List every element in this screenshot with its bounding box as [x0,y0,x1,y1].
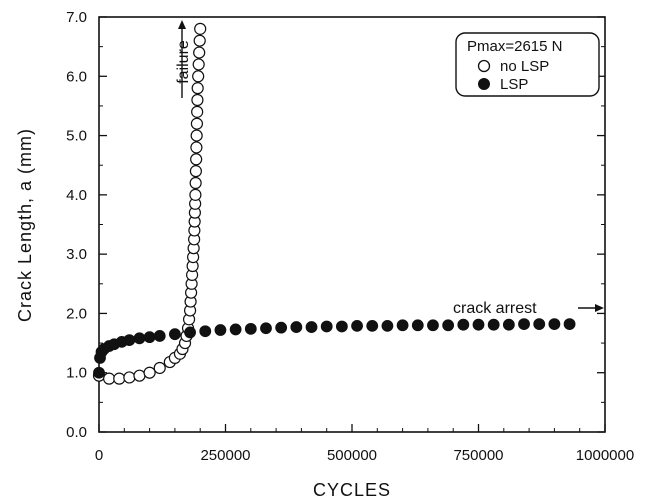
x-tick-label: 0 [95,447,103,464]
lsp-point [168,328,181,341]
y-tick-label: 0.0 [66,424,87,441]
no-lsp-point [191,105,204,118]
lsp-point [275,321,288,334]
legend: Pmax=2615 N no LSP LSP [455,32,600,97]
y-tick-label: 1.0 [66,365,87,382]
y-tick-label: 6.0 [66,68,87,85]
y-tick-label: 3.0 [66,246,87,263]
lsp-point [214,324,227,336]
no-lsp-point [190,153,203,166]
no-lsp-point [113,372,126,385]
failure-arrow-head [178,20,186,29]
failure-annotation: failure [175,20,192,98]
no-lsp-point [190,141,203,154]
no-lsp-point [133,369,146,382]
legend-box [455,32,600,97]
lsp-point [260,322,272,335]
no-lsp-point [143,366,156,379]
lsp-point [396,319,409,332]
lsp-point [153,330,166,342]
no-lsp-point [103,372,116,385]
legend-filled-circle-marker [478,78,490,90]
failure-label: failure [175,40,192,84]
no-lsp-point [191,82,204,95]
no-lsp-point [192,58,205,71]
lsp-point [366,319,379,332]
no-lsp-point [191,93,204,107]
y-tick-label: 5.0 [66,128,87,145]
lsp-point [143,331,156,344]
lsp-point [244,322,257,335]
no-lsp-point [189,165,202,178]
crack-arrest-label: crack arrest [453,300,537,317]
no-lsp-point [193,46,206,59]
no-lsp-point [192,70,205,83]
x-tick-label: 250000 [200,447,250,464]
lsp-point [93,366,105,379]
lsp-point [229,323,242,336]
lsp-point [548,318,561,331]
lsp-point [472,318,485,331]
lsp-point [427,319,439,332]
crack-arrest-annotation: crack arrest [453,300,604,317]
crack-arrest-arrow-head [595,304,604,312]
lsp-point [123,334,136,347]
no-lsp-point [123,371,136,384]
x-axis-title: CYCLES [313,480,391,500]
no-lsp-point [194,22,207,35]
legend-lsp-label: LSP [500,76,528,93]
lsp-point [184,326,196,339]
series-no-lsp [92,22,207,385]
no-lsp-point [193,34,206,47]
axis-ticks [98,16,606,433]
lsp-point [457,318,470,331]
y-axis-title: Crack Length, a (mm) [15,128,35,322]
no-lsp-point [190,117,204,130]
lsp-point [442,319,455,332]
series-lsp [93,318,576,379]
lsp-point [335,320,348,333]
tick-labels: 0 250000 500000 750000 1000000 0.0 1.0 2.0 3.0 4.… [66,9,634,464]
lsp-point [411,319,424,332]
no-lsp-point [189,176,202,190]
legend-no-lsp-label: no LSP [500,58,549,75]
x-tick-label: 1000000 [576,447,634,464]
legend-open-circle-marker [477,59,491,73]
lsp-point [320,320,333,333]
lsp-point [199,325,212,338]
lsp-point [518,318,530,331]
lsp-point [351,319,363,332]
lsp-point [487,318,500,331]
no-lsp-point [153,361,166,375]
y-tick-label: 2.0 [66,305,87,322]
lsp-point [381,319,394,332]
lsp-point [305,321,318,333]
no-lsp-point [189,188,202,201]
y-tick-label: 4.0 [66,187,87,204]
lsp-point [563,318,576,331]
x-tick-label: 500000 [327,447,377,464]
lsp-point [133,332,146,345]
lsp-point [533,318,546,331]
x-tick-label: 750000 [453,447,503,464]
no-lsp-point [190,129,203,142]
y-tick-label: 7.0 [66,9,87,26]
legend-title: Pmax=2615 N [467,38,562,55]
lsp-point [290,321,303,333]
lsp-point [502,318,515,331]
